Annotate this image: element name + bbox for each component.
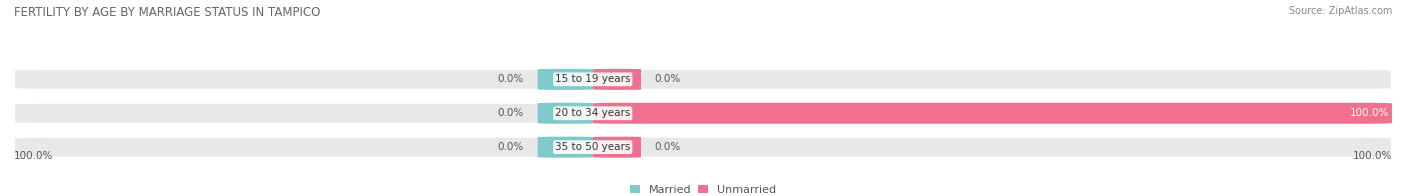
FancyBboxPatch shape: [537, 69, 593, 90]
Text: 100.0%: 100.0%: [14, 151, 53, 161]
FancyBboxPatch shape: [593, 137, 641, 158]
Text: 0.0%: 0.0%: [498, 108, 524, 118]
Text: 0.0%: 0.0%: [655, 74, 681, 84]
FancyBboxPatch shape: [14, 137, 1392, 158]
Legend: Married, Unmarried: Married, Unmarried: [630, 185, 776, 195]
Text: 35 to 50 years: 35 to 50 years: [555, 142, 630, 152]
FancyBboxPatch shape: [14, 103, 1392, 124]
FancyBboxPatch shape: [14, 69, 1392, 90]
Text: FERTILITY BY AGE BY MARRIAGE STATUS IN TAMPICO: FERTILITY BY AGE BY MARRIAGE STATUS IN T…: [14, 6, 321, 19]
Text: 0.0%: 0.0%: [498, 142, 524, 152]
Text: 15 to 19 years: 15 to 19 years: [555, 74, 630, 84]
FancyBboxPatch shape: [593, 69, 641, 90]
Text: Source: ZipAtlas.com: Source: ZipAtlas.com: [1288, 6, 1392, 16]
Text: 100.0%: 100.0%: [1353, 151, 1392, 161]
Text: 100.0%: 100.0%: [1350, 108, 1389, 118]
Text: 20 to 34 years: 20 to 34 years: [555, 108, 630, 118]
FancyBboxPatch shape: [537, 137, 593, 158]
Text: 0.0%: 0.0%: [655, 142, 681, 152]
FancyBboxPatch shape: [537, 103, 593, 124]
FancyBboxPatch shape: [593, 103, 1392, 124]
Text: 0.0%: 0.0%: [498, 74, 524, 84]
